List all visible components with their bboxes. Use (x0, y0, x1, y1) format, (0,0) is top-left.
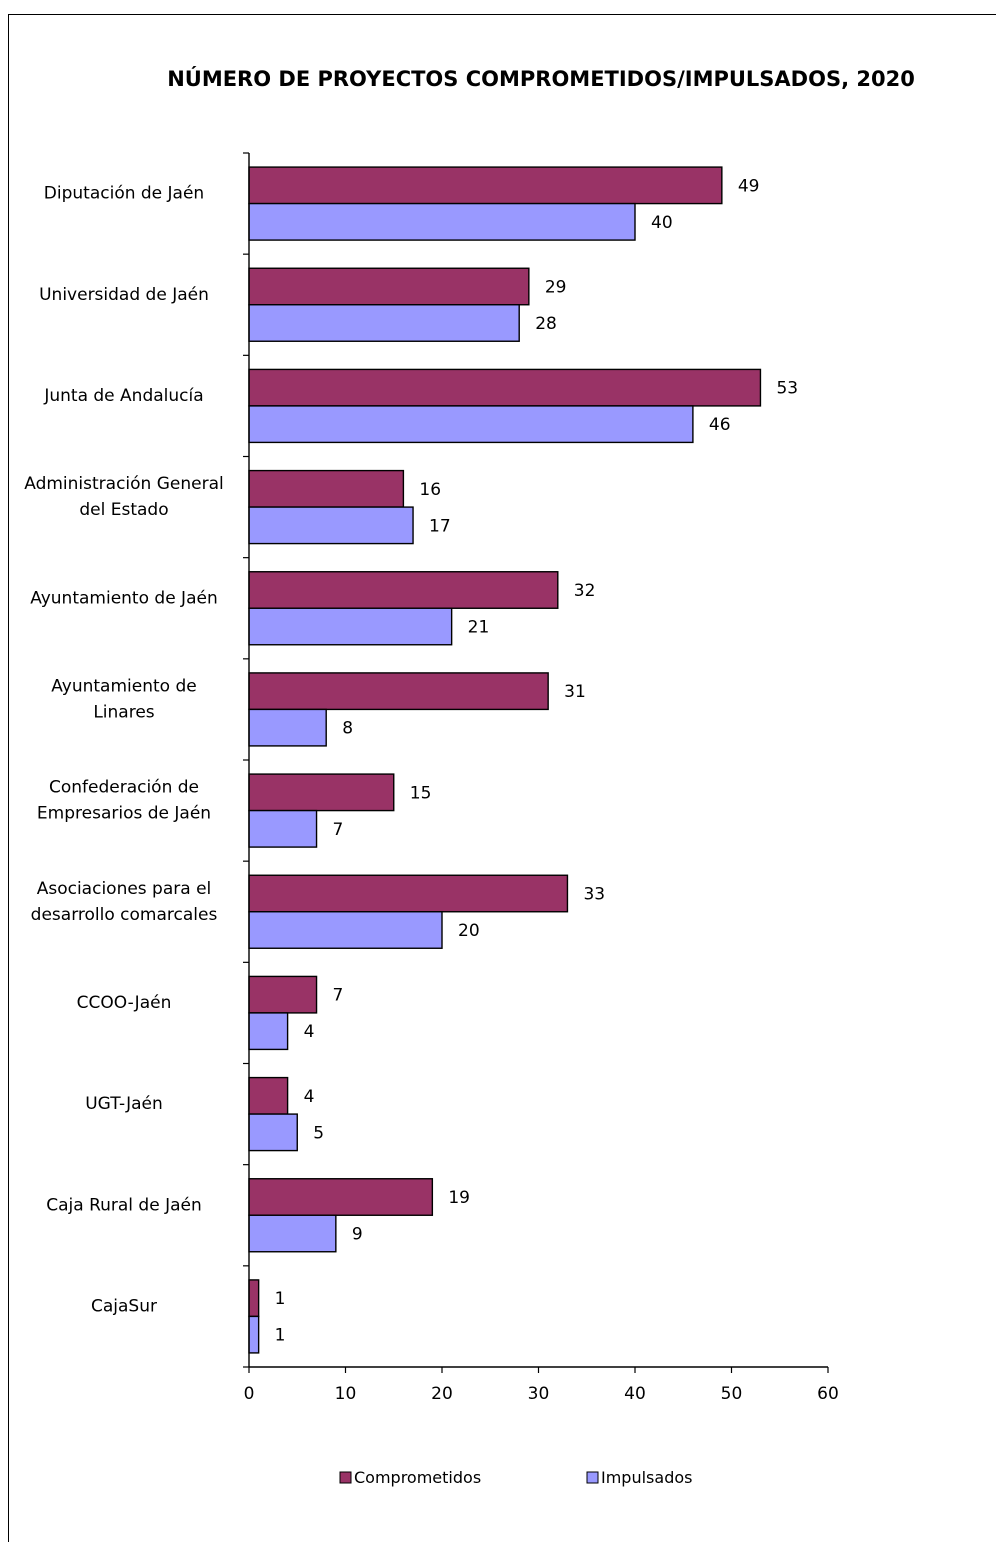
category-label: CajaSur (91, 1296, 157, 1316)
bar-comprometidos (248, 773, 395, 812)
bar-impulsados (248, 1214, 337, 1253)
data-label: 53 (776, 379, 798, 399)
category-label: Confederación de Empresarios de Jaén (37, 778, 211, 824)
x-tick-label: 60 (817, 1384, 839, 1404)
data-label: 49 (738, 176, 760, 196)
data-label: 33 (583, 885, 605, 905)
data-label: 5 (313, 1123, 324, 1143)
chart-title: NÚMERO DE PROYECTOS COMPROMETIDOS/IMPULS… (167, 66, 915, 91)
bar-impulsados (248, 304, 520, 342)
data-label: 1 (275, 1289, 286, 1309)
x-tick-label: 40 (624, 1384, 646, 1404)
legend-item-comprometidos-label: Comprometidos (354, 1468, 481, 1487)
data-label: 32 (574, 581, 596, 601)
data-label: 17 (429, 516, 451, 536)
bar-impulsados (248, 911, 443, 949)
bar-impulsados (248, 1113, 298, 1152)
x-tick-label: 0 (244, 1384, 255, 1404)
category-label: Administración General del Estado (24, 474, 223, 520)
data-label: 16 (419, 480, 441, 500)
bar-comprometidos (248, 672, 549, 711)
bar-comprometidos (248, 267, 530, 306)
category-label: Ayuntamiento de Jaén (30, 588, 217, 608)
data-label: 20 (458, 921, 480, 941)
data-label: 7 (333, 820, 344, 840)
bar-impulsados (248, 405, 694, 444)
bar-comprometidos (248, 571, 559, 609)
legend-item-impulsados-swatch (586, 1471, 599, 1484)
bar-comprometidos (248, 166, 723, 205)
data-label: 19 (448, 1188, 470, 1208)
category-label: CCOO-Jaén (77, 993, 172, 1013)
bar-comprometidos (248, 469, 405, 508)
bar-impulsados (248, 708, 327, 747)
bar-comprometidos (248, 368, 762, 407)
data-label: 40 (651, 213, 673, 233)
data-label: 4 (304, 1022, 315, 1042)
bar-impulsados (248, 1012, 289, 1051)
data-label: 21 (468, 618, 490, 638)
category-label: Universidad de Jaén (39, 285, 209, 305)
data-label: 46 (709, 415, 731, 435)
bar-impulsados (248, 809, 318, 848)
bar-comprometidos (248, 1178, 434, 1216)
category-label: Junta de Andalucía (43, 386, 203, 406)
data-label: 31 (564, 682, 586, 702)
bar-comprometidos (248, 874, 569, 913)
category-label: Diputación de Jaén (44, 184, 204, 204)
x-tick-label: 30 (528, 1384, 550, 1404)
legend: Comprometidos Impulsados (339, 1468, 692, 1487)
bar-comprometidos (248, 1279, 260, 1318)
bar-impulsados (248, 506, 414, 545)
legend-item-comprometidos-swatch (339, 1471, 352, 1484)
bar-impulsados (248, 607, 453, 646)
category-label: Caja Rural de Jaén (46, 1195, 202, 1215)
data-label: 9 (352, 1225, 363, 1245)
x-tick-label: 50 (721, 1384, 743, 1404)
data-label: 15 (410, 783, 432, 803)
legend-item-impulsados-label: Impulsados (601, 1468, 692, 1487)
data-label: 29 (545, 278, 567, 298)
x-tick-label: 20 (431, 1384, 453, 1404)
x-tick-label: 10 (335, 1384, 357, 1404)
chart-frame (8, 14, 996, 1542)
bar-impulsados (248, 202, 636, 241)
bar-impulsados (248, 1315, 260, 1354)
category-label: UGT-Jaén (85, 1094, 163, 1114)
data-label: 1 (275, 1326, 286, 1346)
data-label: 7 (333, 986, 344, 1006)
data-label: 8 (342, 719, 353, 739)
category-label: Ayuntamiento de Linares (51, 676, 196, 722)
bar-comprometidos (248, 975, 318, 1014)
data-label: 4 (304, 1087, 315, 1107)
data-label: 28 (535, 314, 557, 334)
bar-comprometidos (248, 1076, 289, 1115)
category-label: Asociaciones para el desarrollo comarcale… (31, 879, 218, 925)
